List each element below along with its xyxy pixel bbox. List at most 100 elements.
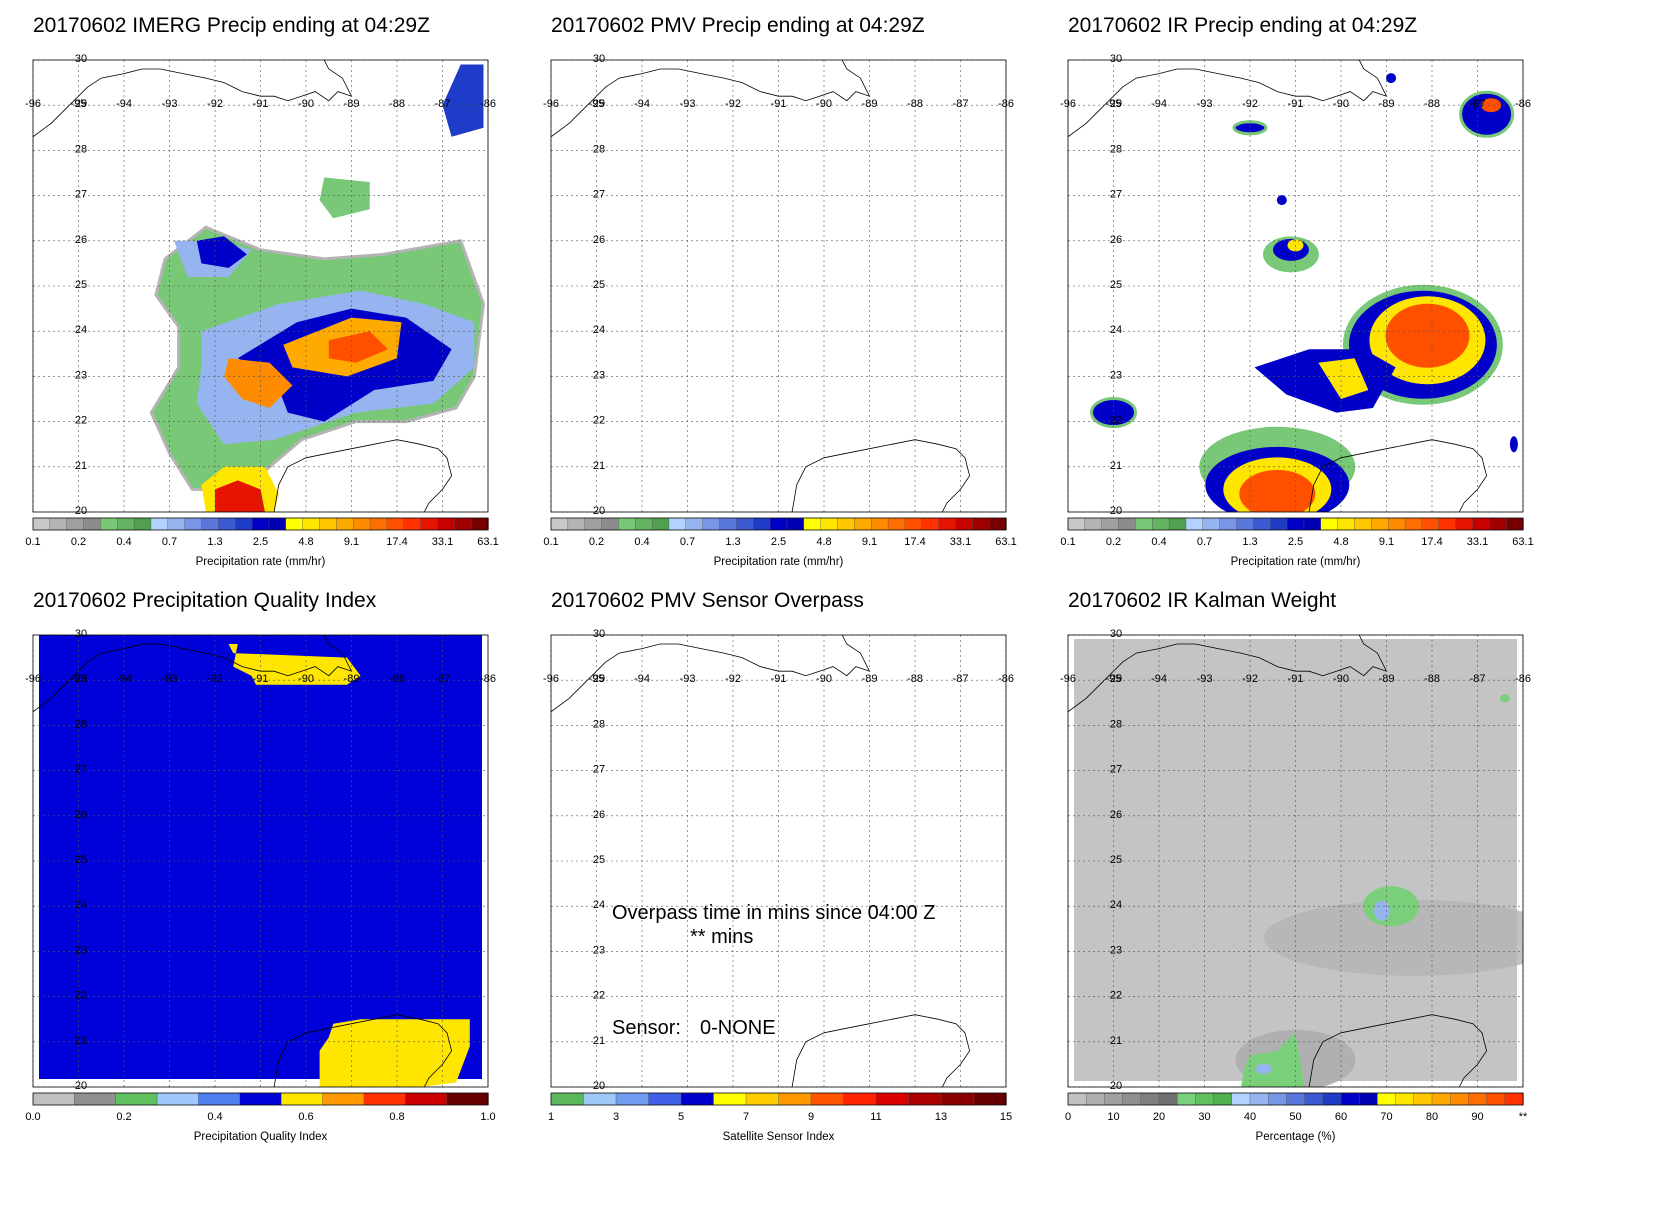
lon-tick-label: -88 xyxy=(907,673,923,685)
colorbar-tick-label: 15 xyxy=(1000,1111,1012,1123)
colorbar-swatch xyxy=(280,1092,324,1106)
lat-tick-label: 24 xyxy=(75,899,87,911)
lon-tick-label: -94 xyxy=(116,673,132,685)
colorbar-swatch xyxy=(49,517,68,531)
lat-tick-label: 24 xyxy=(593,324,605,336)
lon-tick-label: -93 xyxy=(1197,98,1213,110)
colorbar-tick-label: 9 xyxy=(808,1111,814,1123)
lat-tick-label: 28 xyxy=(1110,718,1122,730)
map-frame xyxy=(32,634,489,1088)
colorbar-swatch xyxy=(1504,1092,1524,1106)
coastline xyxy=(1068,60,1488,512)
lat-tick-label: 27 xyxy=(75,189,87,201)
lon-tick-label: -94 xyxy=(634,98,650,110)
colorbar-tick-label: 60 xyxy=(1335,1111,1347,1123)
lat-tick-label: 22 xyxy=(75,415,87,427)
lon-tick-label: -93 xyxy=(162,673,178,685)
colorbar-swatch xyxy=(184,517,203,531)
colorbar-swatch xyxy=(843,1092,877,1106)
colorbar-swatch xyxy=(446,1092,489,1106)
lon-tick-label: -96 xyxy=(543,98,559,110)
colorbar-swatch xyxy=(1387,517,1406,531)
lat-tick-label: 29 xyxy=(75,98,87,110)
kalman-region xyxy=(1363,886,1420,927)
colorbar-tick-label: 50 xyxy=(1289,1111,1301,1123)
lon-tick-label: -89 xyxy=(862,673,878,685)
colorbar-tick-label: 0 xyxy=(1065,1111,1071,1123)
panel-plot: -96 -95 -94 -93 -92 -91 -90 -89 -88 -87 -86 20 21 22 2… xyxy=(25,628,496,1143)
colorbar: 0.1 0.2 0.4 0.7 1.3 2.5 4.8 9.1 17.4 33.1 63.1 Prec… xyxy=(25,517,499,568)
colorbar-tick-label: 9.1 xyxy=(344,536,359,548)
lat-tick-label: 20 xyxy=(75,1080,87,1092)
colorbar-tick-label: 9.1 xyxy=(1379,536,1394,548)
colorbar: 0.0 0.2 0.4 0.6 0.8 1.0 Precipitation Quality … xyxy=(25,1092,496,1143)
lat-tick-label: 20 xyxy=(593,1080,605,1092)
colorbar-swatch xyxy=(386,517,405,531)
lat-tick-label: 27 xyxy=(593,189,605,201)
colorbar-title: Precipitation rate (mm/hr) xyxy=(196,556,326,568)
lon-tick-label: -90 xyxy=(1333,98,1349,110)
precip-area-light xyxy=(319,177,370,219)
coastline-north xyxy=(1068,635,1388,713)
colorbar-swatch xyxy=(651,517,670,531)
lon-tick-label: -90 xyxy=(816,98,832,110)
lat-tick-label: 23 xyxy=(593,944,605,956)
lon-tick-label: -95 xyxy=(1106,98,1122,110)
lat-tick-label: 27 xyxy=(75,764,87,776)
coastline xyxy=(33,635,453,1087)
colorbar-tick-label: 0.8 xyxy=(389,1111,404,1123)
colorbar-swatch xyxy=(1158,1092,1178,1106)
gridlines xyxy=(550,59,1007,513)
colorbar-swatch xyxy=(854,517,872,531)
colorbar-swatch xyxy=(973,1092,1007,1106)
lon-tick-label: -94 xyxy=(1151,673,1167,685)
colorbar-swatch xyxy=(100,517,118,531)
colorbar-frame xyxy=(1067,517,1524,531)
sensor-label: Sensor: xyxy=(612,1017,681,1039)
precip-core xyxy=(1509,436,1518,453)
colorbar-tick-label: ** xyxy=(1519,1111,1528,1123)
colorbar-tick-label: 4.8 xyxy=(298,536,313,548)
quality-region-high xyxy=(319,1019,470,1087)
colorbar-swatch xyxy=(1231,1092,1251,1106)
panel-plot: -96 -95 -94 -93 -92 -91 -90 -89 -88 -87 -86 20 21 22 2… xyxy=(25,53,499,568)
coastline xyxy=(551,60,971,512)
colorbar-swatch xyxy=(1337,517,1356,531)
colorbar-swatch xyxy=(1135,517,1153,531)
colorbar-swatch xyxy=(133,517,152,531)
lat-tick-label: 24 xyxy=(593,899,605,911)
colorbar-swatch xyxy=(972,517,990,531)
colorbar-tick-label: 63.1 xyxy=(1512,536,1533,548)
colorbar-swatch xyxy=(1438,517,1457,531)
colorbar-tick-label: 1.3 xyxy=(207,536,222,548)
colorbar-swatch xyxy=(955,517,973,531)
lat-tick-label: 22 xyxy=(593,990,605,1002)
lon-tick-label: -96 xyxy=(25,98,41,110)
colorbar-swatch xyxy=(1152,517,1170,531)
data-field xyxy=(149,64,486,512)
colorbar-swatch xyxy=(1505,517,1524,531)
colorbar-swatch xyxy=(437,517,455,531)
colorbar-swatch xyxy=(319,517,338,531)
lat-tick-label: 20 xyxy=(593,505,605,517)
precip-area-moderate xyxy=(442,64,484,137)
colorbar-swatch xyxy=(1450,1092,1470,1106)
panel-title: 20170602 PMV Precip ending at 04:29Z xyxy=(551,14,925,37)
colorbar-tick-label: 0.2 xyxy=(589,536,604,548)
lon-tick-label: -89 xyxy=(344,673,360,685)
lon-tick-label: -87 xyxy=(1470,673,1486,685)
colorbar-swatch xyxy=(1303,517,1322,531)
coastline-yucatan xyxy=(791,1014,971,1087)
colorbar-swatch xyxy=(778,1092,812,1106)
colorbar-swatch xyxy=(352,517,371,531)
lon-tick-label: -91 xyxy=(771,98,787,110)
colorbar-tick-label: 3 xyxy=(613,1111,619,1123)
lon-tick-label: -93 xyxy=(162,98,178,110)
colorbar-swatch xyxy=(1101,517,1120,531)
panel-imerg-precip: 20170602 IMERG Precip ending at 04:29Z -… xyxy=(0,0,551,606)
colorbar-swatch xyxy=(1354,517,1373,531)
lat-tick-label: 21 xyxy=(593,460,605,472)
colorbar-tick-label: 0.1 xyxy=(543,536,558,548)
colorbar-tick-label: 0.1 xyxy=(25,536,40,548)
colorbar-swatch xyxy=(1168,517,1187,531)
